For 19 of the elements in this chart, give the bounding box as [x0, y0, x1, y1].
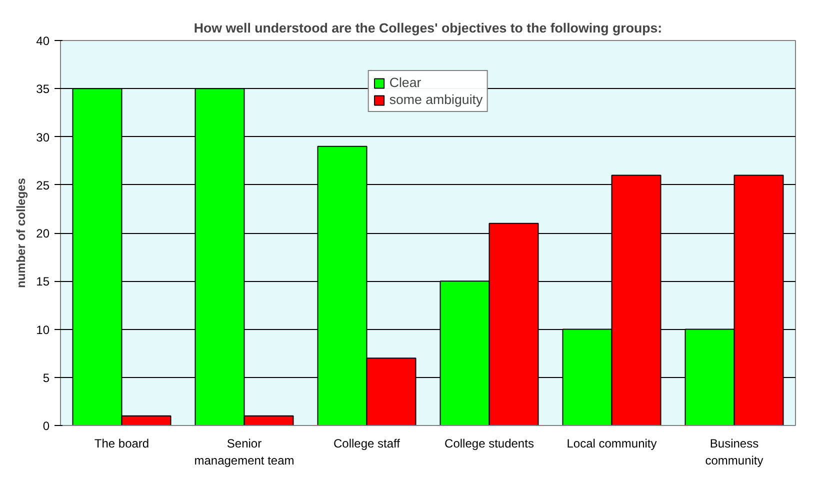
y-axis-title: number of colleges: [14, 178, 28, 288]
y-tick-label: 0: [42, 419, 50, 433]
y-tick-label: 10: [36, 322, 50, 337]
y-tick-label: 35: [36, 82, 50, 96]
x-tick-label: Senior management team: [194, 436, 294, 468]
legend-label: Clear: [389, 75, 422, 90]
x-tick-label: College students: [444, 436, 534, 450]
legend-label: some ambiguity: [389, 92, 483, 107]
y-tick-label: 40: [36, 34, 50, 48]
x-tick-label: College staff: [334, 436, 401, 450]
y-tick-label: 25: [36, 178, 50, 192]
y-tick-label: 15: [36, 274, 50, 289]
y-tick-label: 5: [42, 370, 50, 385]
y-tick-label: 20: [36, 226, 50, 240]
y-tick-label: 30: [36, 130, 50, 144]
x-tick-label: The board: [94, 436, 150, 450]
x-tick-label: Business community: [705, 436, 764, 468]
x-tick-label: Local community: [566, 436, 657, 450]
chart-title: How well understood are the Colleges' objectives to the following groups:: [194, 20, 662, 36]
